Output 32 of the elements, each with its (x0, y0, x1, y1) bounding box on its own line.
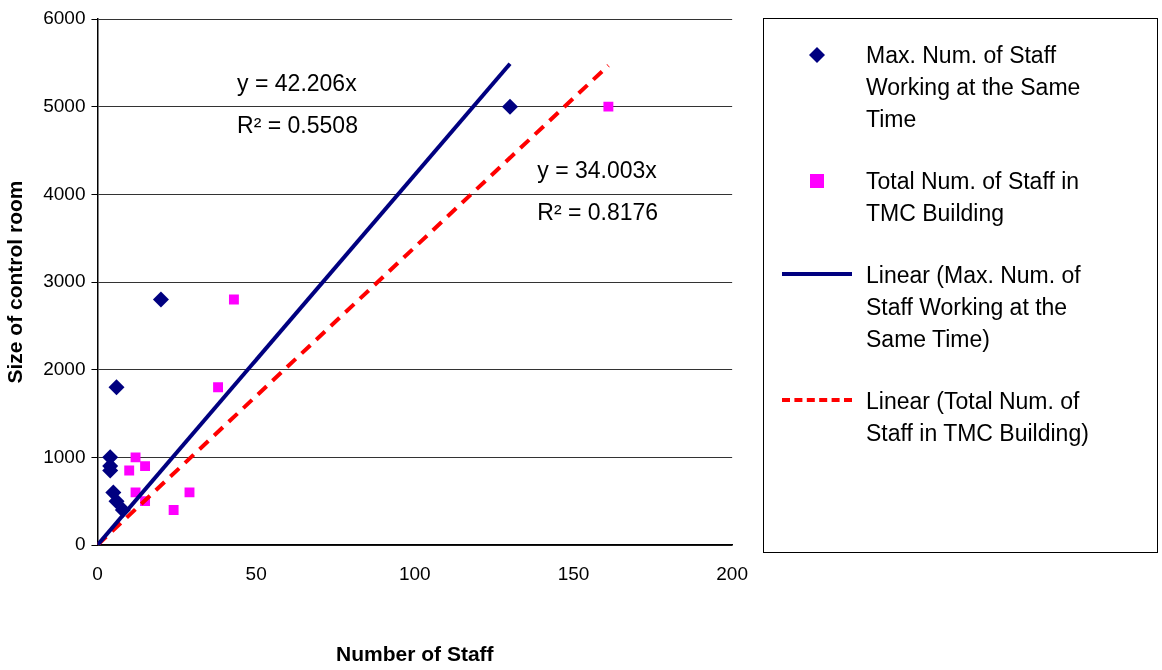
legend-label: Total Num. of Staff in TMC Building (866, 167, 1081, 228)
x-tick-label: 100 (398, 562, 431, 584)
point (124, 465, 135, 476)
point (140, 461, 151, 472)
annotation: y = 42.206x R² = 0.5508 (237, 70, 358, 139)
y-tick-label: 2000 (43, 357, 86, 379)
y-tick-label: 6000 (43, 7, 86, 29)
point (152, 291, 169, 308)
point (603, 101, 614, 112)
y-tick-label: 0 (74, 533, 86, 555)
legend-label: Linear (Max. Num. of Staff Working at the Same Time) (866, 261, 1082, 354)
x-tick-label: 0 (92, 562, 103, 584)
x-axis-title: Number of Staff (336, 642, 495, 666)
y-tick-label: 1000 (43, 445, 86, 467)
y-tick-label: 4000 (43, 182, 86, 204)
point (130, 452, 141, 463)
point (502, 98, 519, 115)
x-tick-label: 150 (557, 562, 590, 584)
x-tick-label: 200 (716, 562, 748, 584)
point (108, 493, 125, 510)
point (184, 487, 195, 498)
y-tick-label: 5000 (43, 94, 86, 116)
annotation: y = 34.003x R² = 0.8176 (537, 156, 659, 225)
legend-label: Max. Num. of Staff Working at the Same Time (866, 41, 1082, 134)
legend-label: Linear (Total Num. of Staff in TMC Building) (866, 387, 1090, 448)
y-axis-title: Size of control room (3, 180, 27, 384)
point (213, 382, 224, 393)
point (168, 504, 179, 515)
y-tick-label: 3000 (43, 270, 86, 292)
point (108, 379, 125, 396)
x-tick-label: 50 (245, 562, 267, 584)
point (228, 294, 239, 305)
